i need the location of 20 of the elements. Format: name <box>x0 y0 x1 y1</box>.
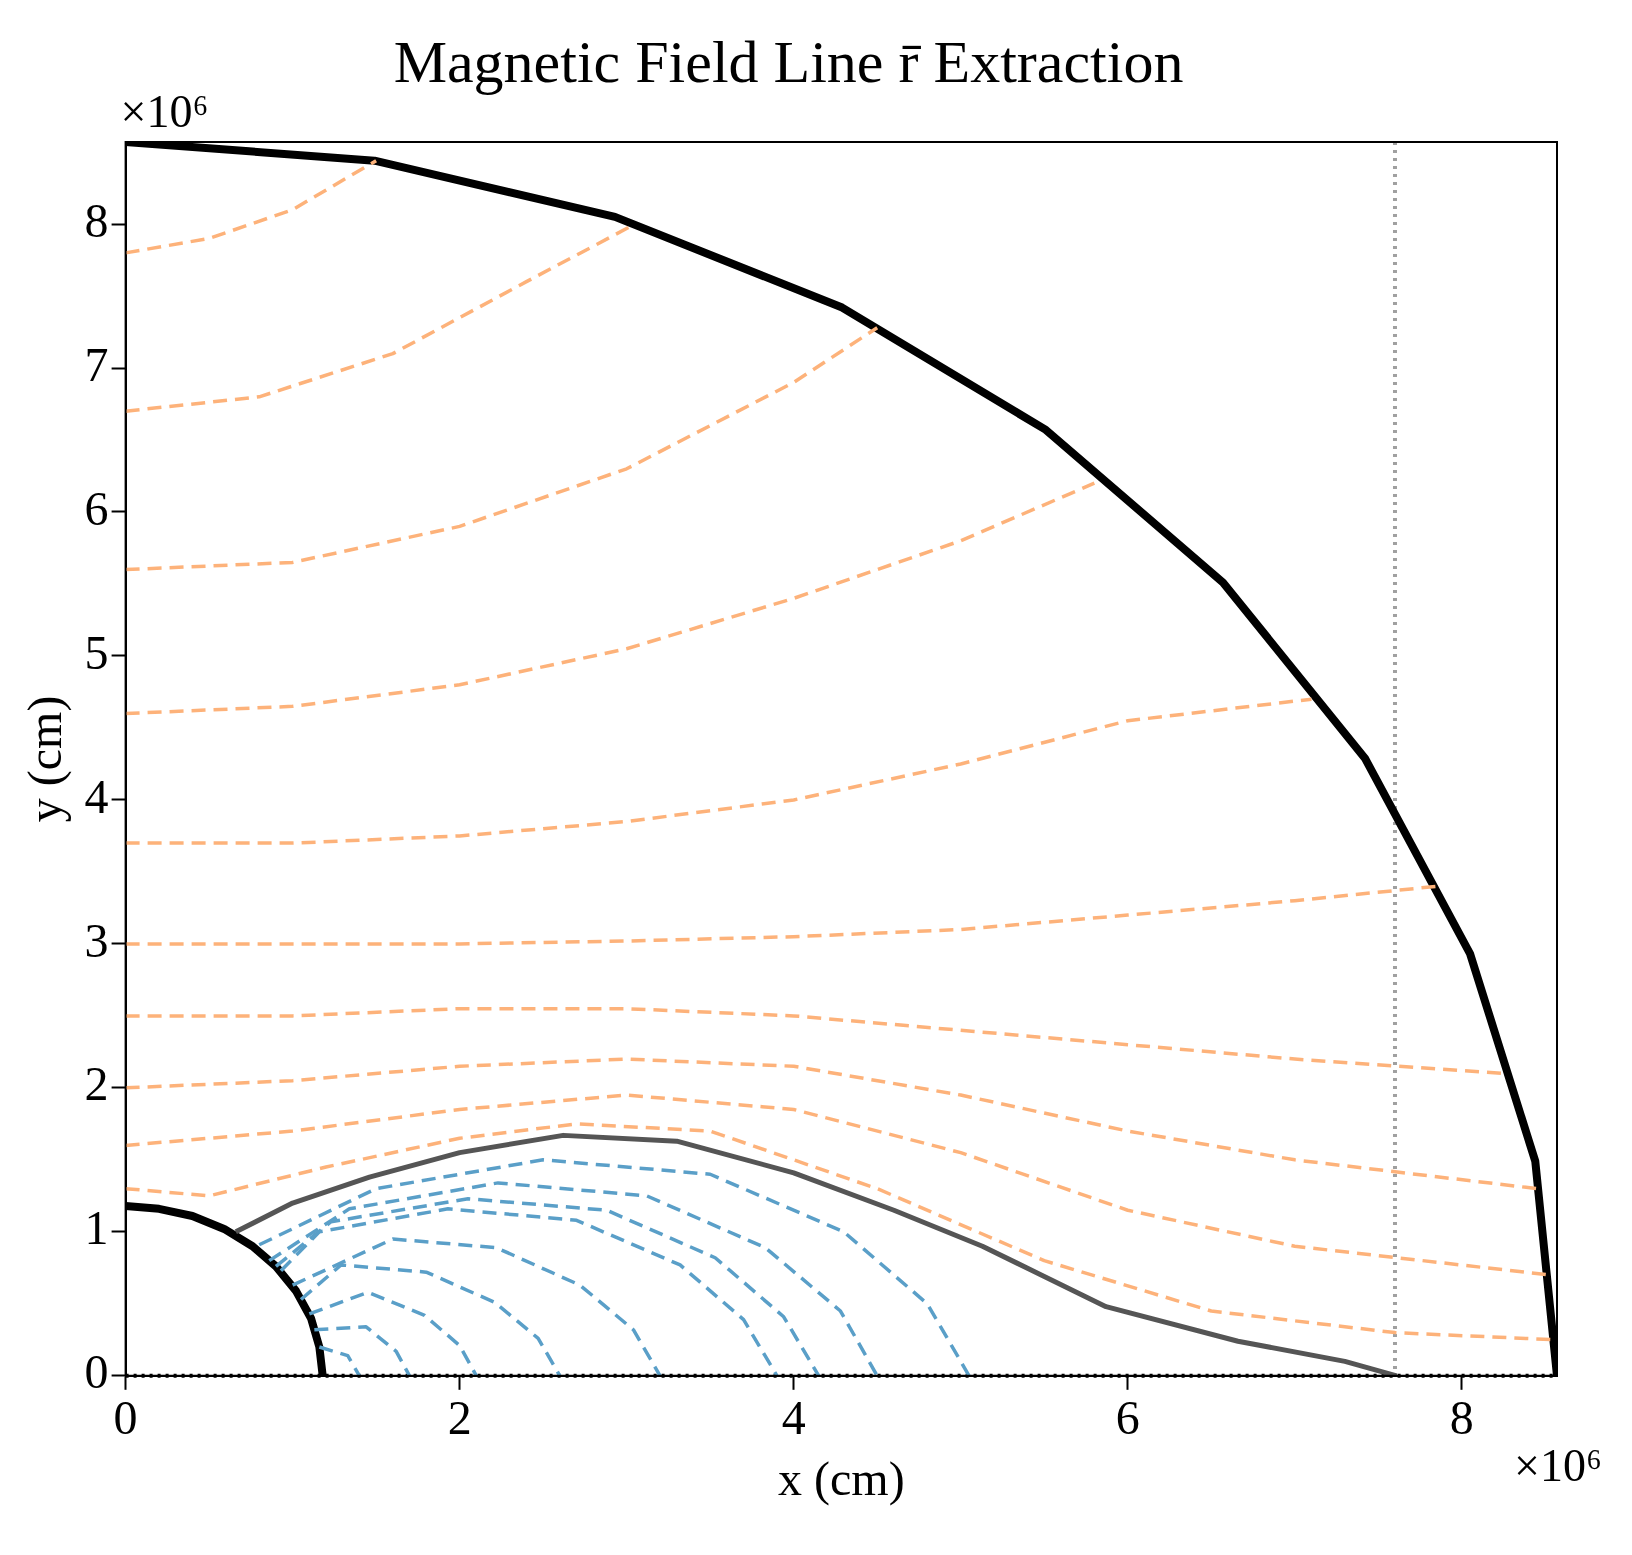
x-tick-label: 4 <box>781 1391 806 1445</box>
x-axis-title: x (cm) <box>778 1451 905 1506</box>
line-series <box>312 1325 412 1376</box>
y-axis-title: y (cm) <box>18 695 73 823</box>
y-tick-label: 2 <box>84 1057 109 1111</box>
y-tick-label: 5 <box>84 625 109 679</box>
y-tick-label: 6 <box>84 481 109 535</box>
y-tick-label: 7 <box>84 337 109 391</box>
y-tick-label: 0 <box>84 1345 109 1399</box>
y-tick-label: 8 <box>84 193 109 247</box>
y-tick-label: 3 <box>84 913 109 967</box>
text: ×10⁶ <box>1514 1439 1602 1491</box>
line-series <box>307 1290 479 1376</box>
x-tick-label: 6 <box>1115 1391 1140 1445</box>
text: ×10⁶ <box>120 86 209 138</box>
y-tick-label: 4 <box>84 769 109 823</box>
y-tick-label: 1 <box>84 1201 109 1255</box>
x-tick-label: 8 <box>1449 1391 1474 1445</box>
x-tick-label: 2 <box>447 1391 472 1445</box>
chart-title: Magnetic Field Line r̄ Extraction <box>393 28 1184 95</box>
